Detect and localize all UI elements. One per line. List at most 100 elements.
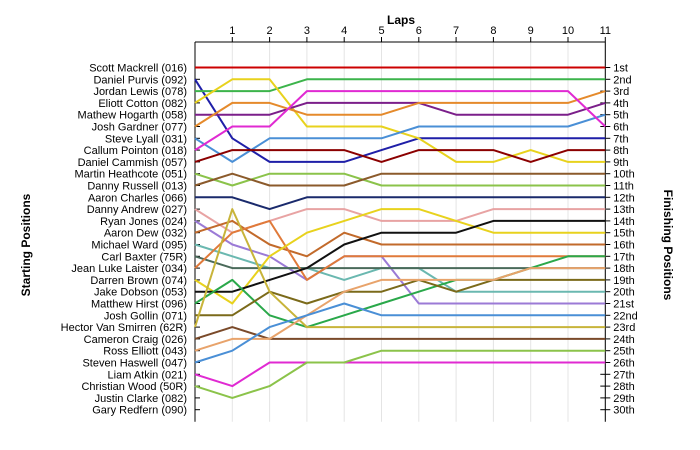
series-lines: [194, 66, 606, 399]
finish-position-label: 16th: [613, 240, 634, 252]
driver-label: Eliott Cotton (082): [98, 98, 187, 110]
finish-position-label: 4th: [613, 98, 628, 110]
driver-label: Martin Heathcote (051): [75, 169, 188, 181]
lap-tick-label: 10: [562, 25, 574, 37]
driver-label: Gary Redfern (090): [92, 405, 187, 417]
finish-position-label: 6th: [613, 122, 628, 134]
lap-tick-label: 1: [229, 25, 235, 37]
lap-tick-label: 11: [600, 25, 611, 37]
driver-label: Callum Pointon (018): [84, 145, 187, 157]
driver-position-line: [194, 90, 606, 151]
driver-position-line: [195, 196, 606, 211]
right-axis-label: Finishing Positions: [661, 190, 675, 301]
finish-position-label: 25th: [613, 346, 634, 358]
finish-position-label: 20th: [613, 287, 634, 299]
finish-position-label: 27th: [613, 369, 634, 381]
lap-tick-label: 2: [267, 25, 273, 37]
finish-position-label: 19th: [613, 275, 634, 287]
finish-position-label: 1st: [613, 63, 628, 75]
driver-label: Daniel Purvis (092): [93, 74, 187, 86]
driver-label: Scott Mackrell (016): [89, 63, 187, 75]
driver-label: Josh Gardner (077): [92, 122, 187, 134]
driver-label: Darren Brown (074): [90, 275, 187, 287]
driver-position-line: [195, 78, 606, 93]
driver-position-line: [194, 90, 606, 128]
finish-position-label: 2nd: [613, 74, 631, 86]
axis-labels: 1 2 3 4 5 6 7 8 9 10 11 Scott Mackrell (016) 1st Dani…: [61, 25, 638, 417]
left-axis-label: Starting Positions: [19, 193, 33, 296]
finish-position-label: 17th: [613, 251, 634, 263]
finish-position-label: 28th: [613, 381, 634, 393]
finish-position-label: 23rd: [613, 322, 635, 334]
top-axis-label: Laps: [387, 13, 415, 27]
finish-position-label: 22nd: [613, 310, 637, 322]
driver-label: Josh Gollin (071): [104, 310, 187, 322]
driver-position-line: [194, 361, 606, 388]
finish-position-label: 13th: [613, 204, 634, 216]
driver-label: Justin Clarke (082): [95, 393, 187, 405]
lap-tick-label: 7: [453, 25, 459, 37]
driver-position-line: [194, 302, 606, 364]
driver-position-line: [194, 219, 606, 258]
lap-tick-label: 4: [341, 25, 347, 37]
finish-position-label: 29th: [613, 393, 634, 405]
finish-position-label: 12th: [613, 192, 634, 204]
lap-tick-label: 8: [490, 25, 496, 37]
finish-position-label: 11th: [613, 181, 634, 193]
lap-tick-label: 6: [416, 25, 422, 37]
finish-position-label: 26th: [613, 358, 634, 370]
finish-position-label: 24th: [613, 334, 634, 346]
lap-tick-label: 3: [304, 25, 310, 37]
driver-label: Michael Ward (095): [91, 240, 187, 252]
finish-position-label: 8th: [613, 145, 628, 157]
driver-position-line: [195, 278, 606, 317]
driver-label: Jordan Lewis (078): [93, 86, 187, 98]
driver-label: Jake Dobson (053): [94, 287, 187, 299]
driver-label: Matthew Hirst (096): [91, 299, 187, 311]
driver-position-line: [194, 172, 606, 187]
finish-position-label: 21st: [613, 299, 634, 311]
driver-label: Steven Haswell (047): [82, 358, 187, 370]
lap-tick-label: 5: [378, 25, 384, 37]
driver-position-line: [194, 78, 606, 163]
driver-label: Liam Atkin (021): [108, 369, 187, 381]
driver-position-line: [194, 149, 606, 163]
driver-label: Ross Elliott (043): [103, 346, 187, 358]
driver-position-line: [195, 101, 606, 116]
finish-position-label: 30th: [613, 405, 634, 417]
driver-position-line: [195, 219, 606, 293]
finish-position-label: 7th: [613, 133, 628, 145]
driver-position-line: [194, 349, 606, 399]
finish-position-label: 18th: [613, 263, 634, 275]
driver-position-line: [194, 267, 606, 352]
finish-position-label: 5th: [613, 110, 628, 122]
finish-position-label: 10th: [613, 169, 634, 181]
driver-position-line: [194, 326, 606, 340]
driver-label: Ryan Jones (024): [100, 216, 187, 228]
finish-position-label: 3rd: [613, 86, 629, 98]
driver-label: Hector Van Smirren (62R): [61, 322, 187, 334]
driver-position-line: [194, 172, 606, 187]
driver-label: Aaron Charles (066): [88, 192, 187, 204]
driver-label: Cameron Craig (026): [84, 334, 187, 346]
driver-label: Jean Luke Laister (034): [71, 263, 187, 275]
driver-label: Steve Lyall (031): [105, 133, 187, 145]
driver-label: Danny Andrew (027): [87, 204, 187, 216]
driver-position-line: [194, 255, 606, 329]
driver-label: Aaron Dew (032): [104, 228, 187, 240]
driver-label: Danny Russell (013): [87, 181, 187, 193]
driver-label: Daniel Cammish (057): [78, 157, 187, 169]
driver-label: Mathew Hogarth (058): [78, 110, 187, 122]
driver-position-line: [194, 208, 606, 329]
driver-label: Christian Wood (50R): [81, 381, 187, 393]
finish-position-label: 9th: [613, 157, 628, 169]
driver-position-line: [194, 113, 606, 163]
lap-tick-label: 9: [528, 25, 534, 37]
driver-position-line: [194, 208, 606, 305]
finish-position-label: 15th: [613, 228, 634, 240]
driver-label: Carl Baxter (75R): [101, 251, 187, 263]
driver-position-line: [194, 219, 606, 281]
finish-position-label: 14th: [613, 216, 634, 228]
